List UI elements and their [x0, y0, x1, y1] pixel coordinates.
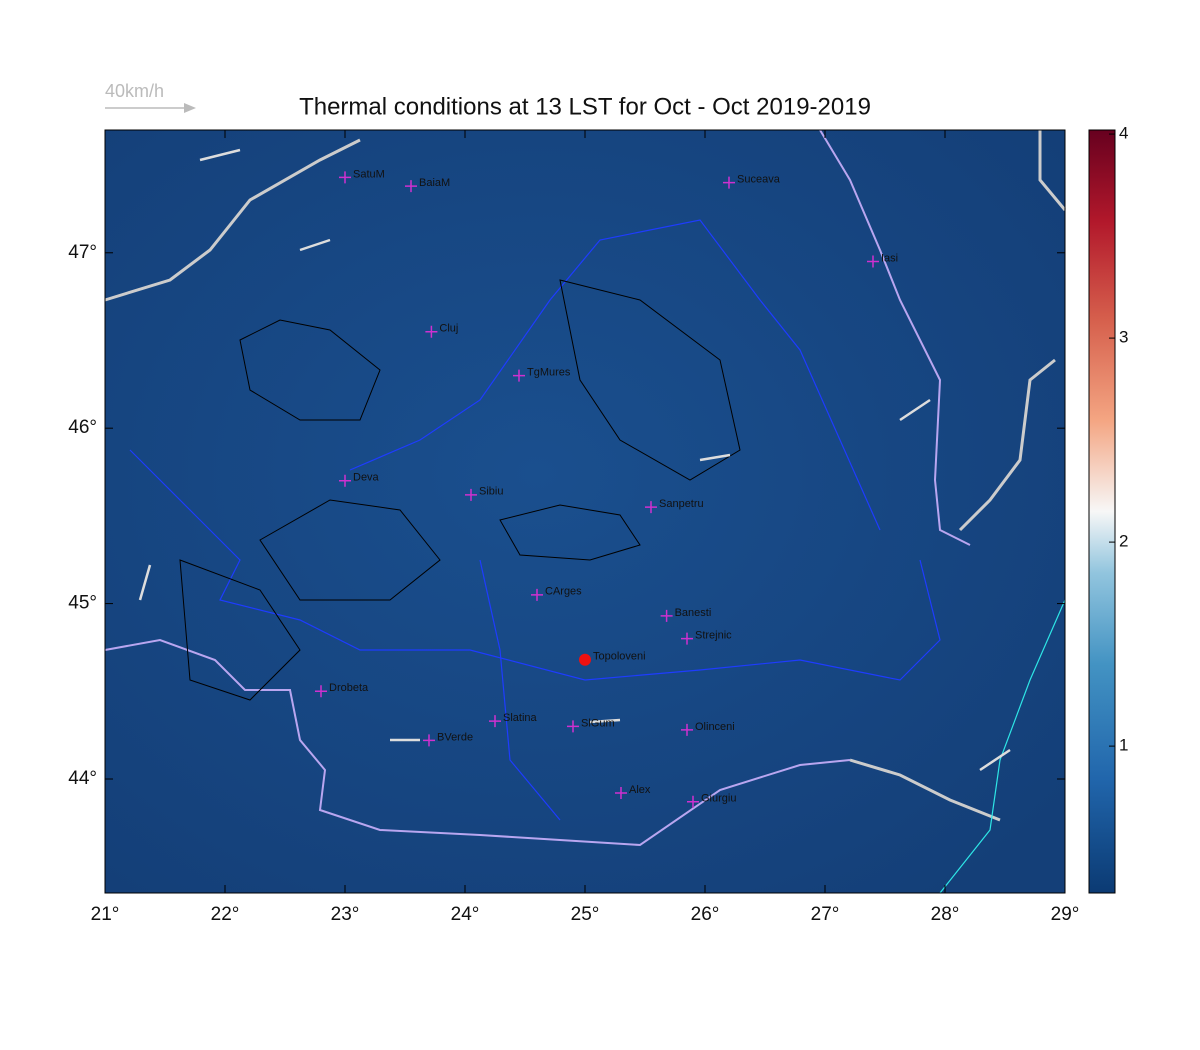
city-marker	[567, 720, 579, 733]
city-marker	[339, 474, 351, 487]
city-marker	[465, 488, 477, 501]
y-tick-label: 45°	[68, 593, 97, 614]
city-marker	[867, 255, 879, 268]
x-tick-label: 29°	[1051, 904, 1080, 925]
x-tick-label: 25°	[571, 904, 600, 925]
city-marker	[315, 685, 327, 698]
map-title: Thermal conditions at 13 LST for Oct - O…	[299, 93, 871, 120]
city-label: BVerde	[437, 731, 473, 743]
x-tick-label: 21°	[91, 904, 120, 925]
city-marker	[425, 325, 438, 338]
city-label: BaiaM	[419, 177, 450, 189]
city-marker	[645, 501, 657, 514]
colorbar-tick-label: 3	[1119, 328, 1128, 347]
city-label: SlGum	[581, 717, 615, 729]
city-marker	[681, 723, 693, 736]
city-label: Slatina	[503, 712, 538, 724]
city-marker	[615, 787, 627, 800]
city-label: Olinceni	[695, 721, 735, 733]
city-marker	[723, 176, 735, 189]
city-marker	[681, 632, 693, 645]
y-tick-label: 46°	[68, 417, 97, 438]
city-marker	[339, 171, 351, 184]
x-tick-label: 26°	[691, 904, 720, 925]
city-marker	[531, 588, 543, 601]
city-label: Sibiu	[479, 486, 503, 498]
map-background	[105, 130, 1065, 893]
city-label: Iasi	[881, 252, 898, 264]
city-label: CArges	[545, 586, 582, 598]
city-label: Banesti	[675, 607, 712, 619]
city-label: TgMures	[527, 366, 571, 378]
x-tick-label: 27°	[811, 904, 840, 925]
wind-arrows	[138, 148, 1011, 772]
colorbar-tick-label: 4	[1119, 124, 1128, 143]
colorbar-tick-label: 1	[1119, 736, 1128, 755]
colorbar-tick-label: 2	[1119, 532, 1128, 551]
wind-scale-arrow	[105, 103, 196, 113]
city-label: Topoloveni	[593, 651, 646, 663]
colorbar	[1088, 129, 1116, 894]
city-label: Sanpetru	[659, 498, 704, 510]
wind-scale-label: 40km/h	[105, 81, 164, 101]
city-marker	[660, 609, 673, 622]
city-label: Cluj	[439, 323, 458, 335]
y-tick-label: 44°	[68, 768, 97, 789]
city-label: Suceava	[737, 174, 781, 186]
x-tick-label: 22°	[211, 904, 240, 925]
city-marker	[489, 715, 501, 728]
city-label: Strejnic	[695, 630, 732, 642]
x-tick-label: 24°	[451, 904, 480, 925]
city-marker	[513, 369, 525, 382]
x-tick-label: 28°	[931, 904, 960, 925]
city-label: SatuM	[353, 168, 385, 180]
city-label: Drobeta	[329, 682, 369, 694]
city-marker	[405, 180, 417, 193]
map-features	[104, 129, 1067, 894]
city-label: Deva	[353, 472, 380, 484]
x-tick-label: 23°	[331, 904, 360, 925]
city-marker	[687, 795, 699, 808]
city-marker	[423, 734, 435, 747]
highlight-site	[579, 653, 591, 666]
city-label: Alex	[629, 784, 651, 796]
y-tick-label: 47°	[68, 242, 97, 263]
city-label: Giurgiu	[701, 793, 736, 805]
